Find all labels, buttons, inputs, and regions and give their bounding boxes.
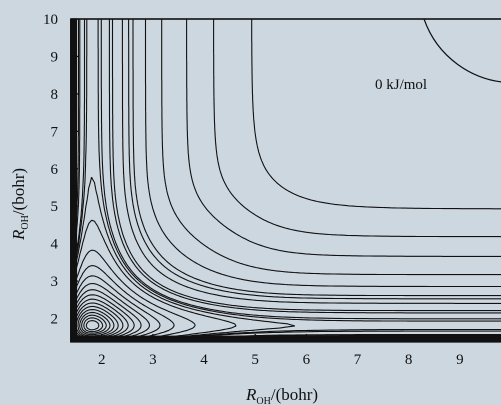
y-tick-labels: 10 9 8 7 6 5 4 3 2 bbox=[43, 12, 59, 328]
contour-line bbox=[77, 309, 115, 337]
y-axis-symbol: R bbox=[9, 229, 28, 241]
x-axis-label: ROH/(bohr) bbox=[245, 385, 318, 405]
y-tick-label: 7 bbox=[51, 124, 59, 140]
y-tick-label: 4 bbox=[51, 237, 59, 253]
contour-line bbox=[144, 19, 501, 288]
x-tick-label: 3 bbox=[149, 352, 157, 368]
y-tick-label: 2 bbox=[51, 312, 59, 328]
contour-line bbox=[85, 320, 100, 331]
contour-line bbox=[81, 314, 107, 334]
y-tick-label: 5 bbox=[51, 199, 59, 215]
x-tick-label: 9 bbox=[456, 352, 464, 368]
axis-ticks bbox=[71, 18, 487, 341]
y-axis-label: ROH/(bohr) bbox=[9, 168, 31, 241]
contour-line bbox=[251, 19, 501, 210]
y-tick-label: 9 bbox=[51, 49, 59, 65]
repulsive-wall bbox=[70, 19, 501, 343]
plot-frame bbox=[70, 18, 501, 342]
x-tick-label: 6 bbox=[303, 352, 311, 368]
x-tick-label: 7 bbox=[354, 352, 362, 368]
y-axis-subscript: OH bbox=[20, 215, 31, 229]
energy-annotation: 0 kJ/mol bbox=[375, 77, 427, 93]
contour-line bbox=[213, 19, 501, 238]
x-tick-label: 2 bbox=[98, 352, 106, 368]
contour-line bbox=[161, 19, 501, 276]
x-axis-subscript: OH bbox=[256, 396, 270, 405]
contour-line bbox=[83, 317, 104, 333]
y-tick-label: 3 bbox=[51, 274, 59, 290]
y-tick-label: 8 bbox=[51, 87, 59, 103]
y-axis-unit: /(bohr) bbox=[9, 168, 28, 215]
x-tick-label: 8 bbox=[405, 352, 413, 368]
y-tick-label: 10 bbox=[43, 12, 58, 28]
x-tick-label: 4 bbox=[200, 352, 208, 368]
x-tick-label: 5 bbox=[251, 352, 259, 368]
zero-energy-contour bbox=[423, 18, 501, 83]
x-axis-symbol: R bbox=[245, 385, 257, 404]
contour-line bbox=[79, 311, 111, 336]
y-tick-label: 6 bbox=[51, 162, 59, 178]
x-axis-unit: /(bohr) bbox=[271, 385, 318, 404]
contour-line bbox=[186, 19, 501, 257]
